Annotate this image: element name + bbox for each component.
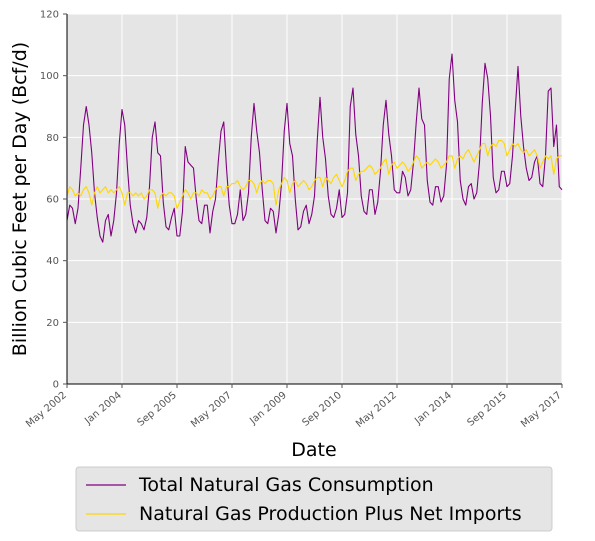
y-tick-label: 80 (46, 133, 59, 144)
y-tick-label: 20 (46, 318, 59, 329)
x-axis-label: Date (291, 439, 336, 461)
x-tick-label: Sep 2010 (300, 390, 343, 429)
legend: Total Natural Gas Consumption Natural Ga… (75, 466, 553, 532)
legend-box (75, 466, 553, 532)
y-tick-label: 120 (40, 10, 59, 21)
x-tick-label: May 2007 (189, 390, 234, 430)
legend-label-production-net-imports: Natural Gas Production Plus Net Imports (139, 503, 522, 525)
x-tick-label: May 2012 (354, 390, 399, 430)
x-tick-label: Jan 2004 (82, 390, 124, 427)
series-layer (66, 53, 563, 243)
y-tick-label: 100 (40, 71, 59, 82)
y-axis-ticks: 0 20 40 60 80 100 120 (40, 10, 67, 391)
series-line-total-consumption (66, 53, 563, 243)
x-tick-label: Sep 2005 (135, 390, 178, 429)
x-tick-label: Sep 2015 (465, 390, 508, 429)
legend-label-total-consumption: Total Natural Gas Consumption (138, 474, 434, 496)
y-axis-label: Billion Cubic Feet per Day (Bcf/d) (9, 42, 31, 356)
x-tick-label: Jan 2014 (412, 390, 454, 427)
y-tick-label: 40 (46, 256, 59, 267)
x-tick-label: May 2017 (519, 390, 564, 430)
series-line-production-net-imports (66, 139, 562, 209)
y-tick-label: 0 (53, 380, 59, 391)
y-tick-label: 60 (46, 195, 59, 206)
x-axis-ticks: May 2002 Jan 2004 Sep 2005 May 2007 Jan 2009… (24, 384, 564, 430)
x-tick-label: Jan 2009 (247, 390, 289, 427)
x-tick-label: May 2002 (24, 390, 69, 430)
